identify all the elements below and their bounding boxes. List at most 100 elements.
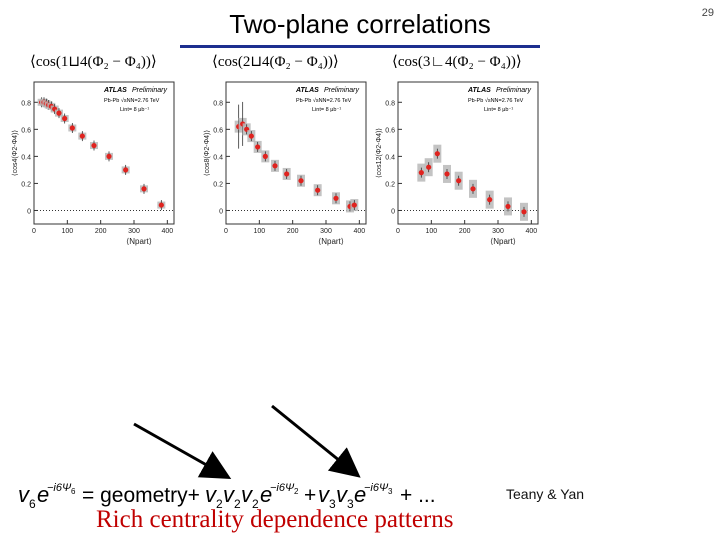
legend-experiment: ATLAS	[467, 87, 491, 94]
data-point	[106, 153, 112, 159]
x-tick-label: 400	[161, 228, 173, 235]
data-point	[284, 171, 290, 177]
title-underline	[180, 0, 540, 48]
arrow-to-v2-term	[133, 422, 232, 479]
y-tick-label: 0	[219, 208, 223, 215]
legend-system: Pb-Pb √sNN=2.76 TeV	[104, 97, 160, 104]
svg-text:−i6Ψ: −i6Ψ	[364, 482, 389, 494]
y-tick-label: 0.2	[21, 181, 31, 188]
legend-lumi: Lint= 8 μb⁻¹	[484, 107, 513, 113]
data-point	[123, 167, 129, 173]
x-tick-label: 100	[61, 228, 73, 235]
svg-text:+: +	[304, 484, 316, 507]
legend-lumi: Lint= 8 μb⁻¹	[312, 107, 341, 113]
legend-status: Preliminary	[496, 87, 532, 94]
svg-text:3: 3	[388, 487, 393, 496]
data-point	[56, 110, 62, 116]
data-point	[298, 178, 304, 184]
chart-panel-1: 0 0.2 0.4 0.6 0.8 0 100 200 300 400 ⟨Npart⟩ ⟨cos4(Φ…	[8, 74, 184, 250]
y-tick-label: 0	[27, 208, 31, 215]
plot-frame	[33, 81, 175, 225]
plot-frame	[225, 81, 367, 225]
data-point	[272, 163, 278, 169]
data-point	[521, 209, 527, 215]
svg-text:e: e	[37, 482, 49, 507]
panel-header-3: ⟨cos(3∟4(Φ₂ − Φ₄))⟩	[392, 54, 522, 70]
data-point	[351, 202, 357, 208]
data-point	[255, 144, 261, 150]
legend-experiment: ATLAS	[103, 87, 127, 94]
slide-number: 29	[701, 7, 714, 19]
data-point	[158, 202, 164, 208]
data-point	[505, 203, 511, 210]
y-tick-label: 0.8	[21, 100, 31, 107]
svg-text:v: v	[336, 482, 349, 507]
x-tick-label: 200	[287, 228, 299, 235]
legend-system: Pb-Pb √sNN=2.76 TeV	[296, 97, 352, 104]
x-tick-label: 0	[396, 228, 400, 235]
y-tick-label: 0	[391, 208, 395, 215]
data-point	[69, 125, 75, 131]
data-point	[456, 178, 462, 184]
svg-text:2: 2	[234, 497, 241, 511]
x-tick-label: 300	[320, 228, 332, 235]
arrows	[133, 404, 361, 479]
x-tick-label: 100	[253, 228, 265, 235]
y-axis-label: ⟨cos12(Φ2-Φ4)⟩	[375, 128, 383, 178]
legend-lumi: Lint= 8 μb⁻¹	[120, 107, 149, 113]
x-tick-label: 300	[492, 228, 504, 235]
y-tick-label: 0.4	[21, 154, 31, 161]
plot-frame	[397, 81, 539, 225]
y-tick-label: 0.6	[213, 127, 223, 134]
legend-experiment: ATLAS	[295, 87, 319, 94]
x-tick-label: 0	[224, 228, 228, 235]
svg-text:v: v	[241, 482, 254, 507]
y-tick-label: 0.6	[21, 127, 31, 134]
svg-text:v: v	[205, 482, 218, 507]
data-point	[426, 164, 432, 170]
data-point	[91, 142, 97, 149]
caption: Rich centrality dependence patterns	[96, 506, 454, 533]
x-tick-label: 300	[128, 228, 140, 235]
x-axis-label: ⟨Npart⟩	[490, 237, 516, 246]
svg-text:e: e	[354, 482, 366, 507]
panel-header-2: ⟨cos(2⊔4(Φ₂ − Φ₄))⟩	[212, 54, 339, 70]
legend-status: Preliminary	[324, 87, 360, 94]
svg-text:2: 2	[216, 497, 223, 511]
data-point	[141, 186, 147, 192]
svg-text:2: 2	[294, 487, 299, 496]
slide-title: Two-plane correlations	[229, 9, 491, 39]
data-point	[444, 171, 450, 177]
svg-text:3: 3	[329, 497, 336, 511]
y-tick-label: 0.8	[213, 100, 223, 107]
x-tick-label: 400	[525, 228, 537, 235]
data-point	[262, 153, 268, 159]
y-axis-label: ⟨cos8(Φ2-Φ4)⟩	[203, 130, 211, 176]
svg-text:v: v	[18, 482, 31, 507]
y-tick-label: 0.8	[385, 100, 395, 107]
x-axis-label: ⟨Npart⟩	[126, 237, 152, 246]
svg-text:−i6Ψ: −i6Ψ	[270, 482, 295, 494]
svg-text:6: 6	[71, 487, 76, 496]
y-tick-label: 0.4	[385, 154, 395, 161]
x-axis-label: ⟨Npart⟩	[318, 237, 344, 246]
data-point	[315, 187, 321, 193]
svg-text:v: v	[223, 482, 236, 507]
x-tick-label: 400	[353, 228, 365, 235]
y-axis-label: ⟨cos4(Φ2-Φ4)⟩	[11, 130, 19, 176]
svg-text:−i6Ψ: −i6Ψ	[47, 482, 72, 494]
arrow-to-v3-term	[271, 404, 361, 478]
legend-status: Preliminary	[132, 87, 168, 94]
data-point	[470, 186, 476, 192]
svg-text:= geometry+: = geometry+	[82, 484, 200, 507]
data-point	[434, 151, 440, 157]
y-tick-label: 0.2	[385, 181, 395, 188]
y-tick-label: 0.6	[385, 127, 395, 134]
svg-text:e: e	[260, 482, 272, 507]
y-tick-label: 0.2	[213, 181, 223, 188]
svg-text:2: 2	[252, 497, 259, 511]
formula: v 6 e −i6Ψ 6 = geometry+ v 2 v 2 v 2 e −…	[18, 482, 436, 511]
data-point	[333, 195, 339, 201]
x-tick-label: 200	[459, 228, 471, 235]
x-tick-label: 200	[95, 228, 107, 235]
